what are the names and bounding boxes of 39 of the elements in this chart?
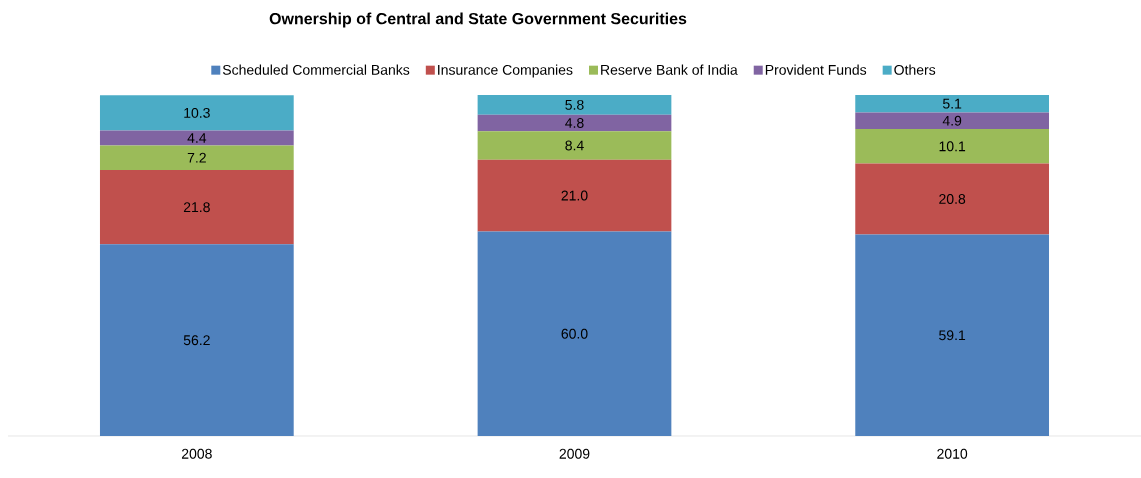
data-label: 4.8 [565,117,584,128]
bar [477,114,672,132]
bar [855,234,1050,436]
legend-label: Insurance Companies [438,64,573,78]
chart-title: Ownership of Central and State Government Securities [269,12,687,28]
data-label: 10.3 [184,107,210,118]
legend-label: Reserve Bank of India [601,64,738,75]
data-label: 60.0 [561,328,588,339]
data-label: 8.4 [565,140,584,151]
data-label: 7.2 [187,152,206,163]
bar [855,94,1050,113]
data-label: 56.2 [183,335,210,346]
bar [855,163,1050,235]
bar [99,145,294,171]
legend-label: Provident Funds [765,64,867,75]
data-label: 5.8 [565,99,584,110]
x-tick-label: 2009 [559,448,590,459]
bar [477,94,672,115]
legend-label: Others [894,64,936,75]
data-label: 59.1 [939,330,966,341]
bar [855,112,1050,130]
x-tick-label: 2008 [181,448,212,459]
data-label: 21.0 [561,190,588,201]
data-label: 20.8 [939,194,966,204]
bar [99,130,294,146]
data-label: 5.1 [942,98,962,109]
bar [855,129,1050,164]
data-label: 10.1 [939,141,966,152]
data-label: 4.4 [187,133,207,143]
bar [99,95,294,131]
bar [477,159,672,232]
data-label: 21.8 [183,202,210,213]
data-label: 4.9 [942,115,962,126]
x-tick-label: 2010 [937,448,968,459]
legend-label: Scheduled Commercial Banks [222,64,410,75]
bar [477,231,672,436]
bar [99,244,294,436]
bar [99,170,294,245]
bar [477,131,672,160]
